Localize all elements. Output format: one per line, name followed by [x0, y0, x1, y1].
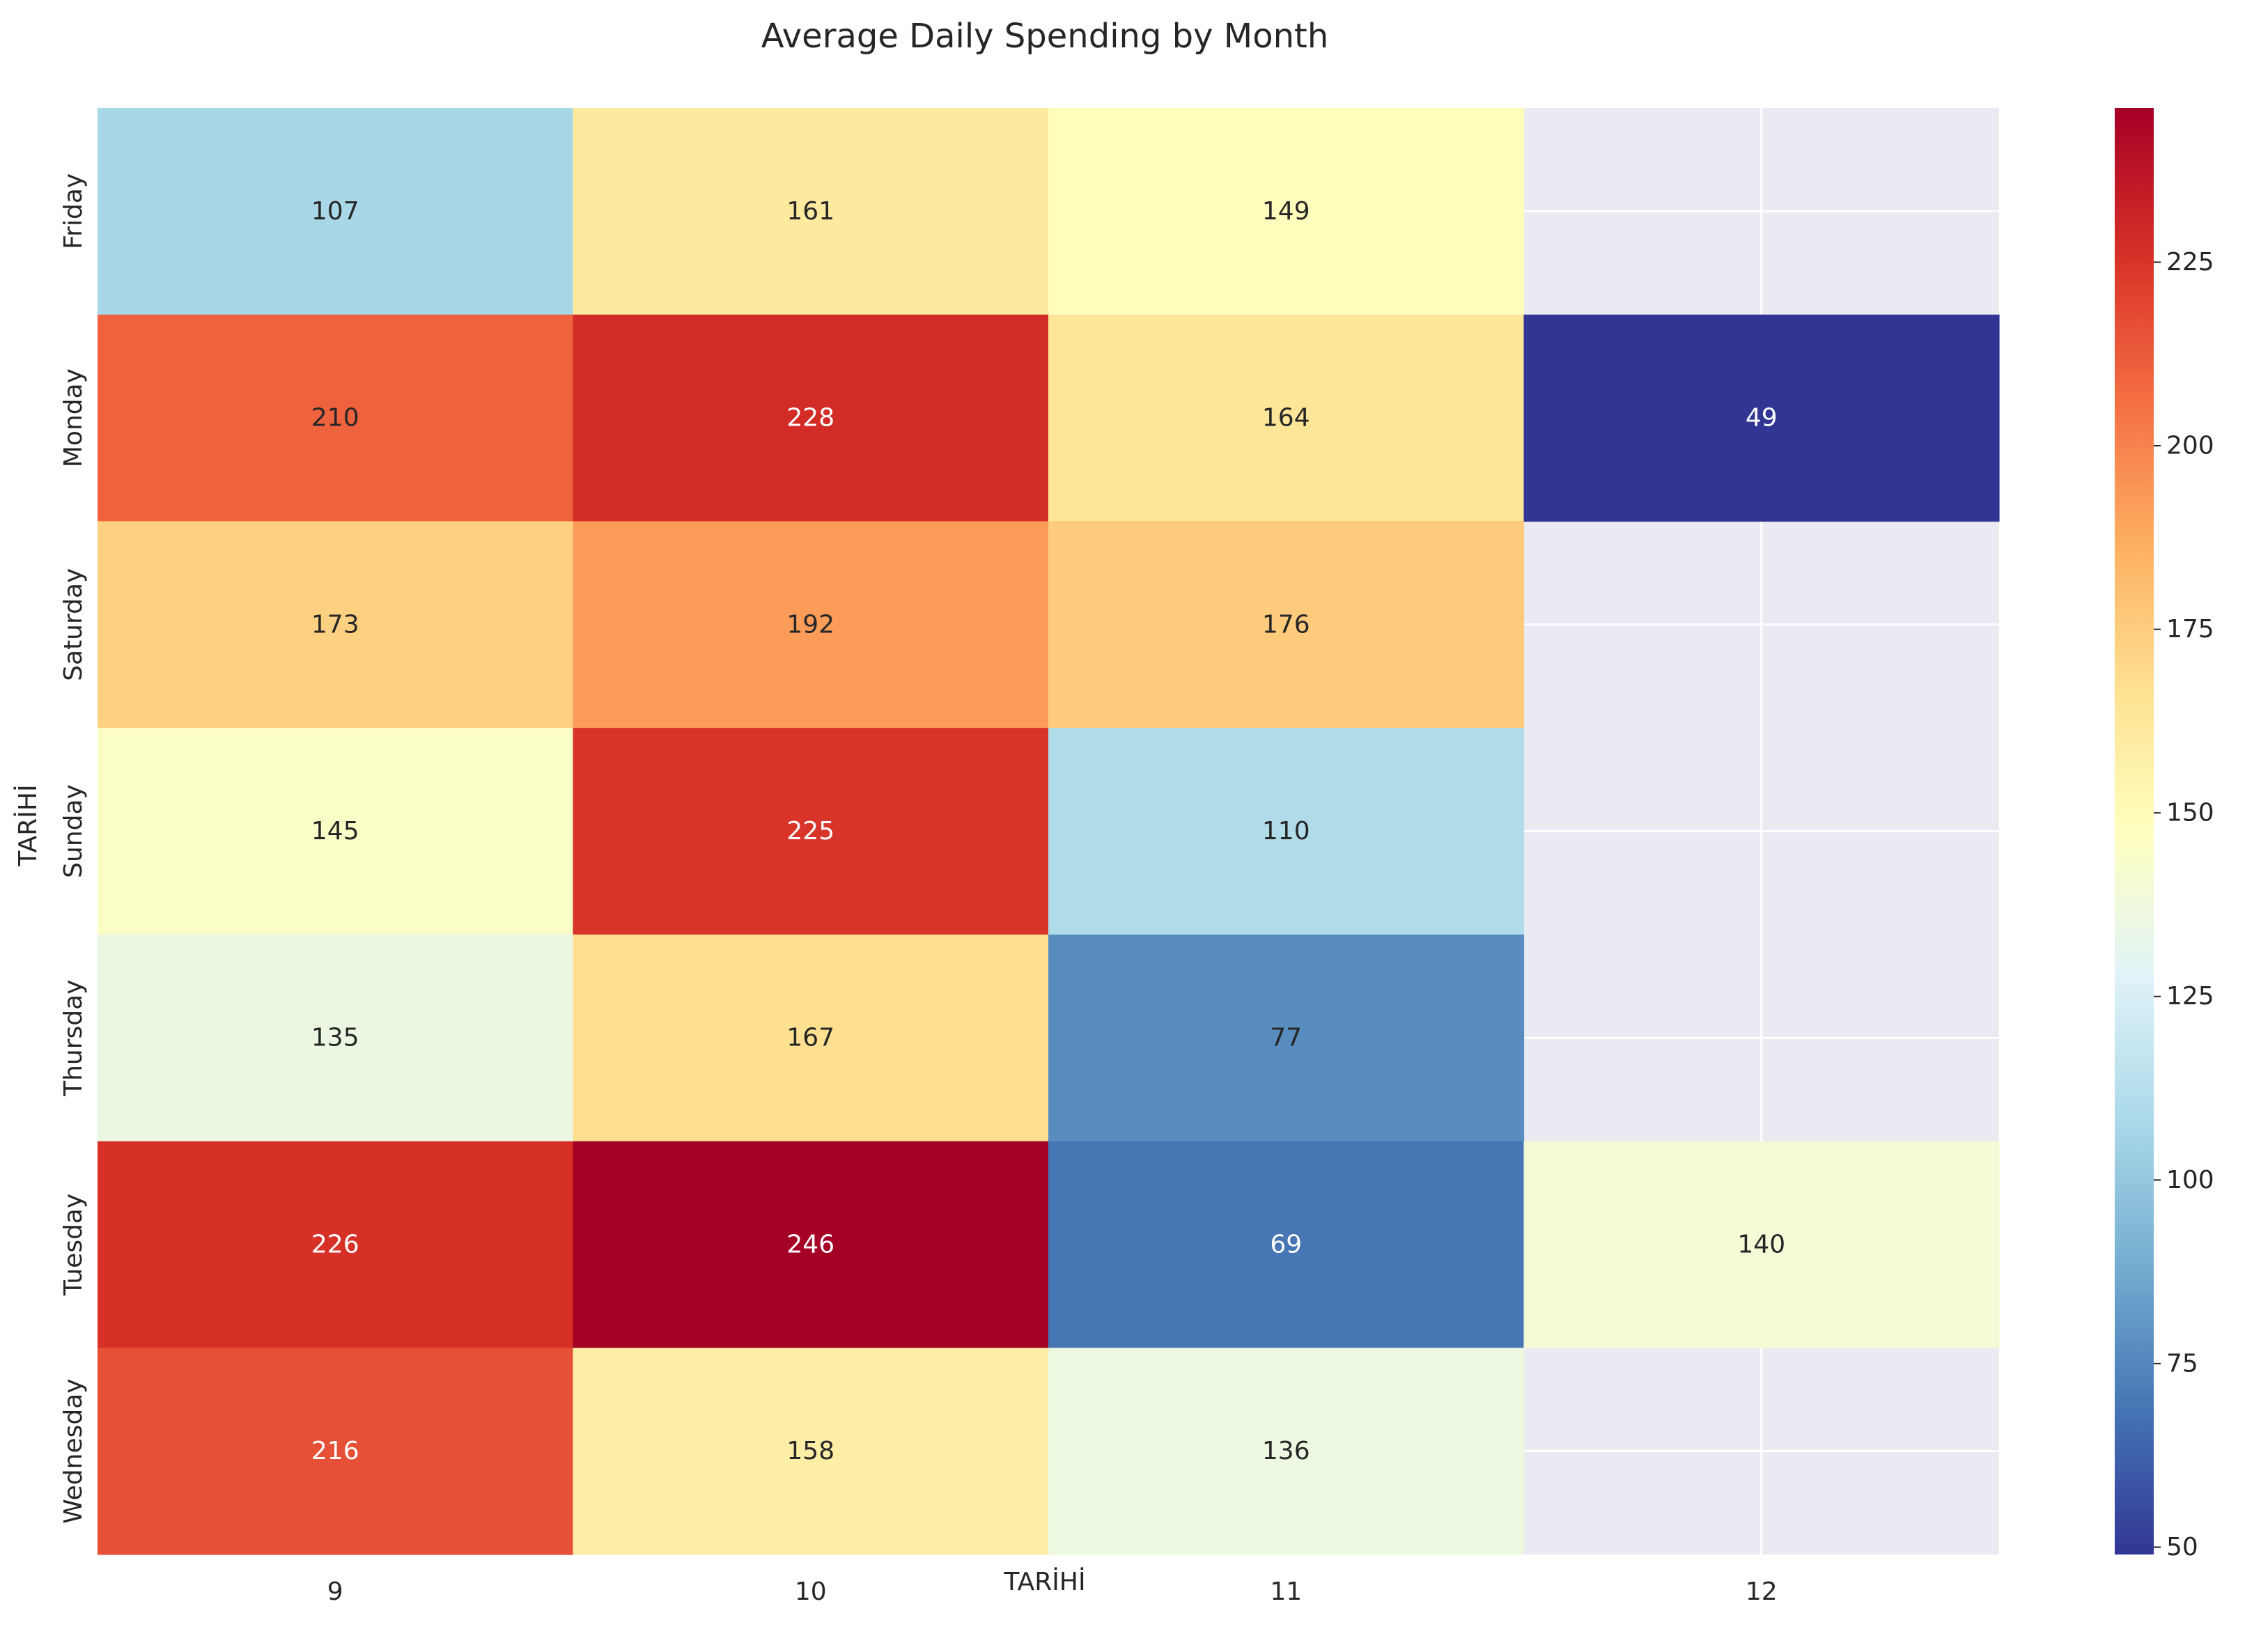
chart-title: Average Daily Spending by Month: [761, 17, 1329, 56]
cell-value-label: 140: [1737, 1230, 1785, 1259]
colorbar-tick-label: 125: [2166, 982, 2214, 1011]
heatmap-cell: [1048, 108, 1525, 315]
heatmap-cell: [1048, 1141, 1525, 1348]
colorbar-tick-label: 150: [2166, 799, 2214, 827]
heatmap-cell: [1048, 521, 1525, 728]
heatmap-cell: [573, 728, 1049, 935]
heatmap-cell: [1048, 728, 1525, 935]
cell-value-label: 77: [1270, 1024, 1302, 1052]
colorbar-tick-label: 225: [2166, 248, 2214, 276]
heatmap-cell: [98, 521, 574, 728]
heatmap-cell: [573, 521, 1049, 728]
x-tick-label: 11: [1270, 1577, 1302, 1606]
colorbar: [2115, 108, 2154, 1554]
cell-value-label: 145: [311, 817, 359, 846]
cell-value-label: 69: [1270, 1230, 1302, 1259]
x-tick-label: 12: [1746, 1577, 1778, 1606]
y-tick-label: Wednesday: [59, 1378, 88, 1523]
heatmap-cell: [98, 1348, 574, 1555]
y-axis-label: TARİHİ: [13, 784, 42, 866]
cell-value-label: 228: [786, 404, 834, 433]
y-tick-label: Saturday: [59, 568, 88, 681]
heatmap-cell: [98, 1141, 574, 1348]
cell-value-label: 173: [311, 610, 359, 639]
colorbar-tick-label: 200: [2166, 431, 2214, 460]
cell-value-label: 107: [311, 197, 359, 226]
cell-value-label: 167: [786, 1024, 834, 1052]
y-tick-label: Tuesday: [59, 1194, 88, 1296]
heatmap-cell: [98, 314, 574, 522]
heatmap-cell: [98, 728, 574, 935]
heatmap-cell: [98, 108, 574, 315]
colorbar-tick-label: 75: [2166, 1349, 2198, 1378]
cell-value-label: 216: [311, 1437, 359, 1465]
cell-value-label: 49: [1746, 404, 1778, 433]
cell-value-label: 149: [1262, 197, 1310, 226]
heatmap-cell: [1523, 314, 2000, 522]
y-tick-label: Monday: [59, 368, 88, 467]
cell-value-label: 136: [1262, 1437, 1310, 1465]
heatmap-cell: [1048, 314, 1525, 522]
y-tick-label: Thursday: [59, 980, 88, 1097]
heatmap-cell: [1523, 1141, 2000, 1348]
cell-value-label: 158: [786, 1437, 834, 1465]
cell-value-label: 135: [311, 1024, 359, 1052]
heatmap-cell: [573, 934, 1049, 1142]
x-tick-label: 9: [327, 1577, 343, 1606]
cell-value-label: 161: [786, 197, 834, 226]
colorbar-tick-label: 50: [2166, 1533, 2198, 1561]
x-tick-label: 10: [795, 1577, 827, 1606]
heatmap-cell: [1048, 934, 1525, 1142]
colorbar-tick-label: 100: [2166, 1166, 2214, 1194]
y-tick-label: Friday: [59, 173, 88, 249]
cell-value-label: 164: [1262, 404, 1310, 433]
colorbar-tick-label: 175: [2166, 615, 2214, 644]
y-tick-label: Sunday: [59, 784, 88, 878]
cell-value-label: 226: [311, 1230, 359, 1259]
heatmap-cell: [98, 934, 574, 1142]
cell-value-label: 246: [786, 1230, 834, 1259]
heatmap-cell: [573, 314, 1049, 522]
heatmap-cell: [1048, 1348, 1525, 1555]
heatmap-cell: [573, 108, 1049, 315]
heatmap-cell: [573, 1348, 1049, 1555]
cell-value-label: 225: [786, 817, 834, 846]
cell-value-label: 210: [311, 404, 359, 433]
heatmap-cell: [573, 1141, 1049, 1348]
cell-value-label: 192: [786, 610, 834, 639]
cell-value-label: 176: [1262, 610, 1310, 639]
x-axis-label: TARİHİ: [1003, 1567, 1085, 1596]
cell-value-label: 110: [1262, 817, 1310, 846]
